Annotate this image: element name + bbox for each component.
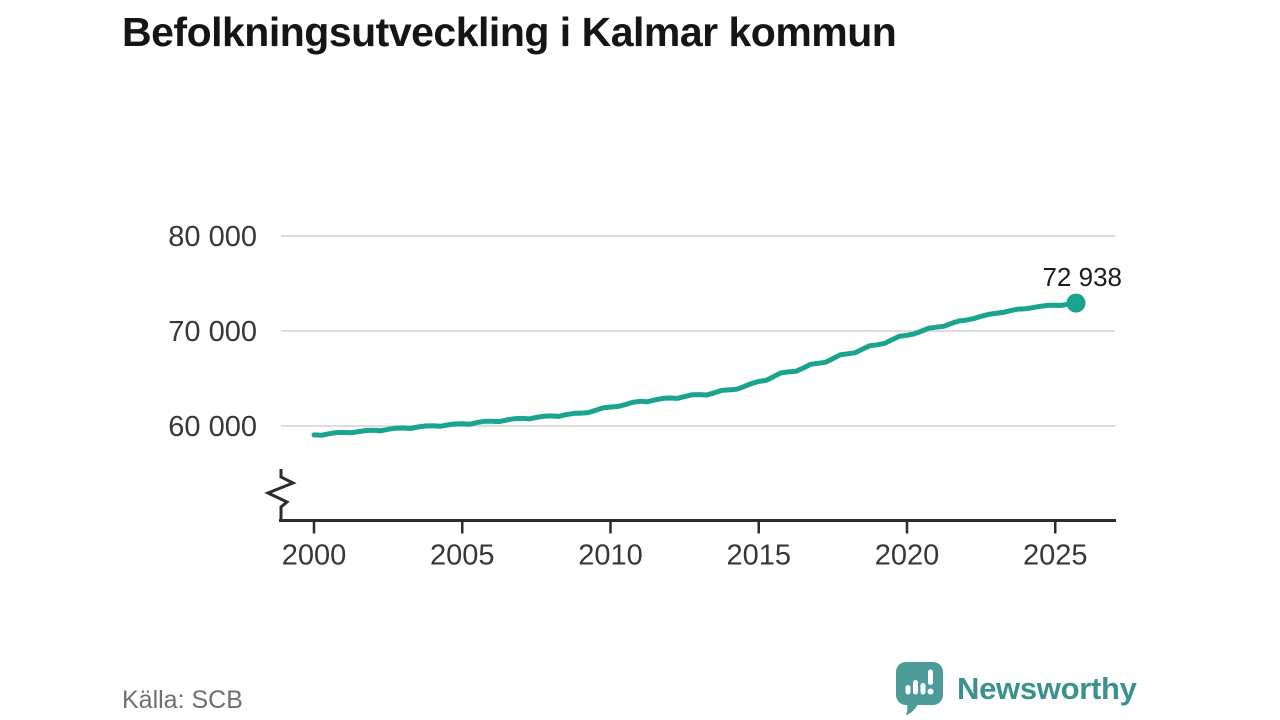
- x-axis-label: 2010: [578, 540, 643, 572]
- bar-medium-icon: [920, 683, 926, 695]
- newsworthy-chart-bubble-icon: [896, 662, 943, 716]
- y-axis-label: 80 000: [168, 221, 257, 253]
- y-axis-label: 70 000: [168, 316, 257, 348]
- x-axis-label: 2025: [1023, 540, 1088, 572]
- end-point-marker: [1066, 293, 1086, 313]
- end-value-label: 72 938: [1042, 262, 1122, 292]
- brand-name: Newsworthy: [957, 670, 1137, 706]
- x-axis-label: 2005: [430, 540, 495, 572]
- x-axis-label: 2000: [282, 540, 347, 572]
- bar-small-icon: [905, 685, 911, 695]
- axis-break-icon: [264, 469, 297, 519]
- x-axis-label: 2015: [726, 540, 791, 572]
- speech-bubble-shape: [896, 662, 943, 716]
- population-line: [311, 300, 1079, 438]
- exclamation-bar-icon: [928, 669, 933, 685]
- y-axis-label: 60 000: [168, 411, 257, 443]
- bar-tall-icon: [913, 680, 918, 695]
- x-axis-label: 2020: [875, 540, 940, 572]
- source-note: Källa: SCB: [122, 686, 243, 714]
- chart-title: Befolkningsutveckling i Kalmar kommun: [122, 9, 897, 55]
- exclamation-dot-icon: [927, 688, 934, 695]
- newsworthy-logo: Newsworthy: [895, 661, 1137, 716]
